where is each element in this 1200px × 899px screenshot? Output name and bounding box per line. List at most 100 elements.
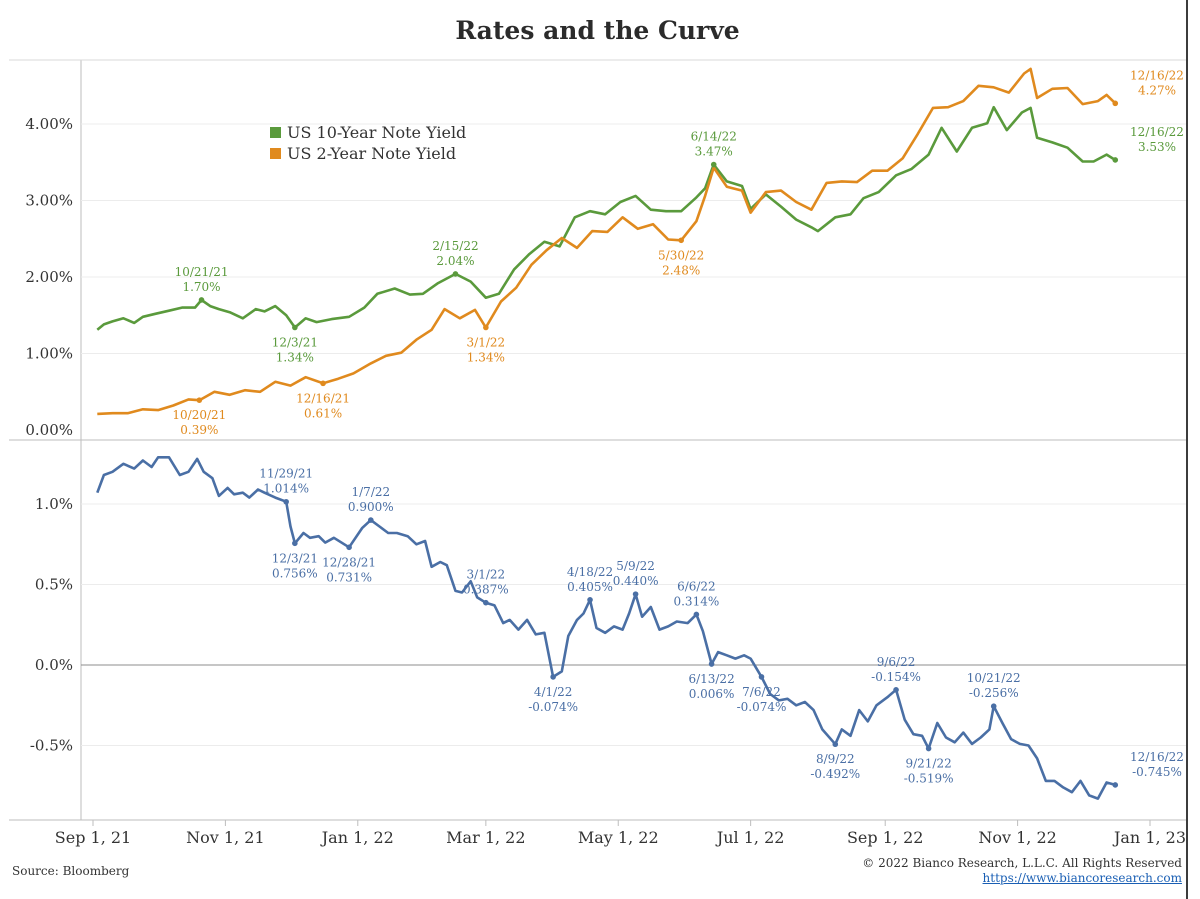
bottom-y-tick-label: 0.5% [35,576,73,594]
annotation-2y-date-label: 12/16/22 [1130,68,1184,82]
annotation-spread-date-label: 11/29/21 [259,467,313,481]
annotation-spread-point [283,498,289,505]
annotation-spread-date-label: 6/13/22 [688,672,734,686]
annotation-spread-value-label: -0.256% [969,686,1019,700]
annotation-10y-date-label: 6/14/22 [691,130,737,144]
top-y-tick-label: 0.00% [25,421,73,439]
top-y-tick-label: 2.00% [25,268,73,286]
x-tick-label: Jul 1, 22 [715,828,785,847]
annotation-spread-value-label: 0.440% [613,574,659,588]
legend-swatch-10y [270,127,281,138]
annotation-10y-point [710,161,717,168]
annotation-spread-value-label: -0.745% [1132,765,1182,779]
annotation-spread-point [368,517,374,523]
annotation-2y-date-label: 3/1/22 [467,335,506,349]
x-tick-label: May 1, 22 [578,828,659,847]
annotation-2y-date-label: 12/16/21 [296,391,350,405]
bottom-y-tick-label: -0.5% [30,737,73,755]
annotation-2y-point [1112,100,1119,107]
top-y-tick-label: 3.00% [25,192,73,210]
annotation-10y-date-label: 12/16/22 [1130,125,1184,139]
copyright-text: © 2022 Bianco Research, L.L.C. All Right… [862,856,1182,870]
annotation-spread-point [708,661,715,667]
annotation-spread-date-label: 3/1/22 [467,568,506,582]
annotation-spread-point [893,686,899,693]
annotation-spread-value-label: -0.492% [810,767,860,781]
annotation-spread-point [292,540,298,547]
x-tick-label: Jan 1, 22 [320,828,394,847]
top-y-tick-label: 1.00% [25,345,73,363]
annotation-spread-point [925,745,932,752]
annotation-spread-value-label: 0.387% [463,583,509,597]
annotation-spread-value-label: 0.900% [348,500,394,514]
series-line-2y [97,67,1117,416]
annotation-spread-point [346,544,352,551]
legend-item-10y: US 10-Year Note Yield [270,122,466,143]
annotation-2y-point [678,237,684,244]
annotation-2y-point [320,380,326,387]
annotation-spread-value-label: -0.074% [737,700,787,714]
chart-title: Rates and the Curve [455,16,740,45]
annotation-spread-date-label: 12/3/21 [272,551,318,565]
annotation-10y-value-label: 2.04% [436,254,474,268]
x-tick-label: Mar 1, 22 [446,828,525,847]
x-tick-label: Sep 1, 21 [55,828,131,847]
top-y-tick-label: 4.00% [25,115,73,133]
website-link[interactable]: https://www.biancoresearch.com [982,871,1182,885]
copyright-block: © 2022 Bianco Research, L.L.C. All Right… [862,856,1182,886]
chart-legend: US 10-Year Note Yield US 2-Year Note Yie… [270,122,466,164]
right-border [1186,0,1188,899]
annotation-10y-value-label: 3.47% [695,145,733,159]
annotation-spread-date-label: 4/18/22 [567,565,613,579]
annotation-spread-date-label: 9/6/22 [877,655,916,669]
annotation-spread-date-label: 12/16/22 [1130,750,1184,764]
annotation-spread-value-label: -0.074% [528,700,578,714]
legend-swatch-2y [270,148,281,159]
annotation-spread-value-label: 1.014% [263,482,309,496]
annotation-10y-point [1112,157,1119,163]
annotation-2y-value-label: 0.39% [180,423,218,437]
annotation-2y-point [483,324,489,331]
legend-label-10y: US 10-Year Note Yield [287,123,467,142]
annotation-2y-value-label: 1.34% [467,350,505,364]
annotation-spread-date-label: 5/9/22 [616,559,655,573]
annotation-2y-value-label: 4.27% [1138,83,1176,97]
legend-label-2y: US 2-Year Note Yield [287,144,457,163]
annotation-spread-point [758,674,765,680]
annotation-spread-date-label: 4/1/22 [534,685,573,699]
annotation-10y-point [292,324,298,331]
annotation-spread-point [632,591,639,597]
annotation-spread-value-label: 0.731% [326,570,372,584]
annotation-spread-value-label: 0.405% [567,580,613,594]
annotation-10y-date-label: 10/21/21 [175,265,229,279]
annotation-spread-point [550,674,556,680]
annotation-10y-date-label: 12/3/21 [272,335,318,349]
annotation-spread-point [483,599,489,606]
annotation-spread-value-label: -0.519% [904,772,954,786]
annotation-spread-point [1112,782,1119,788]
annotation-10y-point [198,297,205,303]
annotation-spread-date-label: 6/6/22 [677,579,716,593]
x-tick-label: Nov 1, 22 [978,828,1056,847]
annotation-spread-value-label: 0.756% [272,566,318,580]
annotation-spread-date-label: 10/21/22 [967,671,1021,685]
annotation-10y-point [452,271,459,277]
annotation-spread-point [587,596,593,603]
annotation-spread-date-label: 7/6/22 [742,685,781,699]
source-note: Source: Bloomberg [12,864,130,878]
annotation-spread-value-label: -0.154% [871,670,921,684]
x-tick-label: Jan 1, 23 [1112,828,1186,847]
annotation-spread-date-label: 8/9/22 [816,752,855,766]
annotation-2y-point [196,397,203,403]
annotation-2y-value-label: 2.48% [662,263,700,277]
x-tick-label: Nov 1, 21 [186,828,264,847]
legend-item-2y: US 2-Year Note Yield [270,143,466,164]
annotation-spread-date-label: 12/28/21 [322,555,376,569]
bottom-y-tick-label: 0.0% [35,656,73,674]
series-line-10y [96,105,1116,331]
bottom-y-tick-label: 1.0% [35,495,73,513]
annotation-10y-date-label: 2/15/22 [432,239,478,253]
series-line-spread [96,456,1116,800]
annotation-spread-value-label: 0.006% [689,687,735,701]
x-tick-label: Sep 1, 22 [847,828,923,847]
